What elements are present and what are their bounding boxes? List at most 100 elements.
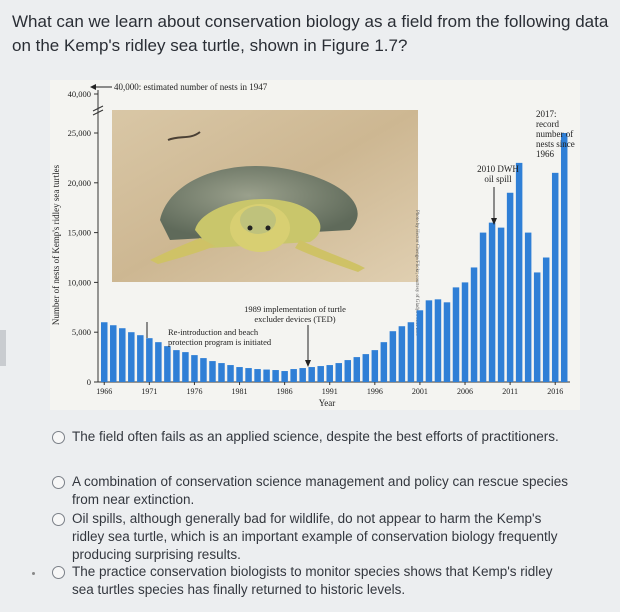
bar-2016 [551,172,559,382]
y-tick-label: 20,000 [68,178,91,188]
x-axis-title: Year [319,398,336,408]
x-tick-label: 1966 [96,387,112,396]
bar-2009 [488,222,496,382]
bar-2014 [533,272,541,382]
y-tick-label: 15,000 [68,228,91,238]
annotation-2017-line3: number of [536,129,573,139]
bar-1968 [119,328,126,382]
bar-1969 [128,332,135,382]
radio-button[interactable] [52,513,65,526]
bar-1985 [272,370,279,382]
axis-break-mark [92,105,104,112]
bar-1983 [254,369,261,382]
annotation-1947: 40,000: estimated number of nests in 194… [114,82,268,92]
annotation-reintro-line2: protection program is initiated [168,337,272,347]
bar-2001 [416,310,424,382]
y-tick-label: 10,000 [68,277,91,287]
bullet-dot [32,572,35,575]
arrowhead-dwh [491,218,497,225]
bar-2008 [479,232,487,382]
bar-1971 [146,338,153,382]
bar-1989 [308,367,315,382]
bar-1972 [155,342,162,382]
radio-button[interactable] [52,476,65,489]
bar-2012 [515,162,523,382]
option-text: Oil spills, although generally bad for w… [72,511,558,562]
bar-1999 [398,326,406,382]
radio-button[interactable] [52,566,65,579]
bar-1997 [380,342,388,382]
bar-2013 [524,232,532,382]
bar-1986 [281,371,288,382]
nests-bar-chart: Photo by Hector Chenge/Flickr; courtesy … [51,82,575,408]
bar-1978 [209,361,216,382]
bar-2003 [434,299,442,382]
y-tick-label: 25,000 [68,128,91,138]
annotation-2017-line2: record [536,119,559,129]
bar-1987 [290,369,297,382]
bar-1973 [164,346,171,382]
annotation-ted-line2: excluder devices (TED) [254,314,335,324]
bar-1992 [335,363,342,382]
bar-2015 [542,257,550,382]
bar-1990 [317,366,324,382]
bar-1977 [200,358,207,382]
x-tick-label: 2016 [547,387,563,396]
y-axis-title: Number of nests of Kemp's ridley sea tur… [51,164,61,325]
bar-2011 [506,192,514,382]
x-tick-label: 1991 [322,387,338,396]
bar-1988 [299,368,306,382]
bar-1966 [101,322,108,382]
option-text: The field often fails as an applied scie… [72,429,559,444]
bar-1975 [182,352,189,382]
bar-2002 [425,300,433,382]
bar-1981 [236,367,243,382]
scrollbar-thumb[interactable] [0,330,6,366]
annotation-2017-line4: nests since [536,139,575,149]
turtle-photo: Photo by Hector Chenge/Flickr; courtesy … [112,110,419,336]
bar-1976 [191,355,198,382]
bar-1993 [344,360,352,382]
annotation-ted-line1: 1989 implementation of turtle [244,304,346,314]
annotation-dwh-line2: oil spill [484,174,512,184]
bar-1974 [173,350,180,382]
bar-1996 [371,350,379,382]
y-tick-label: 5,000 [72,327,91,337]
y-tick-label: 40,000 [68,89,91,99]
x-tick-label: 2006 [457,387,473,396]
photo-credit: Photo by Hector Chenge/Flickr; courtesy … [414,210,419,336]
annotation-2017-line1: 2017: [536,109,557,119]
option-text: The practice conservation biologists to … [72,564,553,597]
figure-1-7: Photo by Hector Chenge/Flickr; courtesy … [50,80,580,410]
annotation-2017-line5: 1966 [536,149,555,159]
axis-break-mark [92,109,104,116]
bar-2007 [470,267,478,382]
bar-1979 [218,363,225,382]
arrowhead-1947 [90,84,96,90]
question-text: What can we learn about conservation bio… [12,12,609,55]
annotation-reintro-line1: Re-introduction and beach [168,327,259,337]
arrowhead-ted [305,360,311,367]
bar-2005 [452,287,460,382]
x-tick-label: 1986 [277,387,293,396]
bar-1995 [362,354,370,382]
x-tick-label: 2011 [502,387,518,396]
bar-2004 [443,302,451,382]
bar-1994 [353,357,361,382]
bar-1970 [137,335,144,382]
radio-button[interactable] [52,431,65,444]
bar-2010 [497,227,505,382]
bar-1991 [326,365,333,382]
y-tick-label: 0 [87,377,91,387]
x-tick-label: 1981 [232,387,248,396]
bar-1998 [389,331,397,382]
bar-2006 [461,282,469,382]
x-tick-label: 1971 [141,387,157,396]
x-tick-label: 1996 [367,387,383,396]
bar-2017 [560,133,568,382]
annotation-dwh-line1: 2010 DWH [477,164,519,174]
bar-1980 [227,365,234,382]
bar-1984 [263,369,270,382]
bar-1967 [110,325,117,382]
x-tick-label: 1976 [186,387,202,396]
